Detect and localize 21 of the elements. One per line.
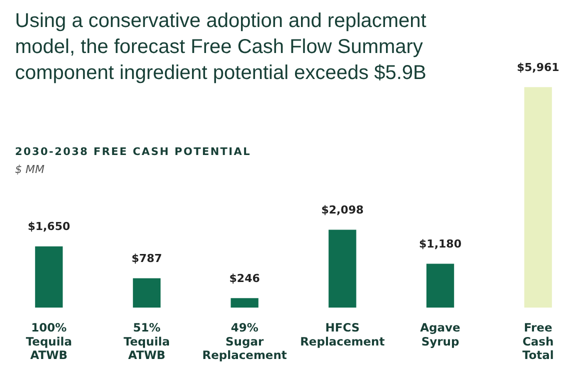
x-tick-label: Agave Syrup bbox=[420, 320, 461, 348]
bar bbox=[35, 246, 63, 308]
data-label: $246 bbox=[229, 272, 260, 285]
x-tick-label: 100% Tequila ATWB bbox=[26, 320, 72, 362]
y-axis-title: $ MM bbox=[15, 163, 44, 176]
chart-title: Using a conservative adoption and replacment model, the forecast Free Cash Flow Summary component ingredient potential exceeds $5.9B bbox=[15, 9, 428, 86]
bar bbox=[426, 264, 454, 308]
data-label: $1,180 bbox=[419, 237, 462, 250]
bar bbox=[328, 230, 356, 308]
data-label: $2,098 bbox=[321, 203, 364, 216]
x-tick-label: 51% Tequila ATWB bbox=[124, 320, 170, 362]
x-tick-label: 49% Sugar Replacement bbox=[202, 320, 288, 362]
x-tick-label: HFCS Replacement bbox=[300, 320, 386, 348]
bar bbox=[524, 87, 552, 308]
x-tick-label: Free Cash Total bbox=[522, 320, 554, 362]
data-label: $5,961 bbox=[516, 60, 560, 74]
data-label: $1,650 bbox=[28, 220, 70, 234]
text: 2030-2038 FREE CASH POTENTIAL bbox=[15, 146, 251, 158]
bar bbox=[132, 278, 161, 308]
data-label: $787 bbox=[131, 252, 162, 265]
bar bbox=[230, 298, 258, 308]
